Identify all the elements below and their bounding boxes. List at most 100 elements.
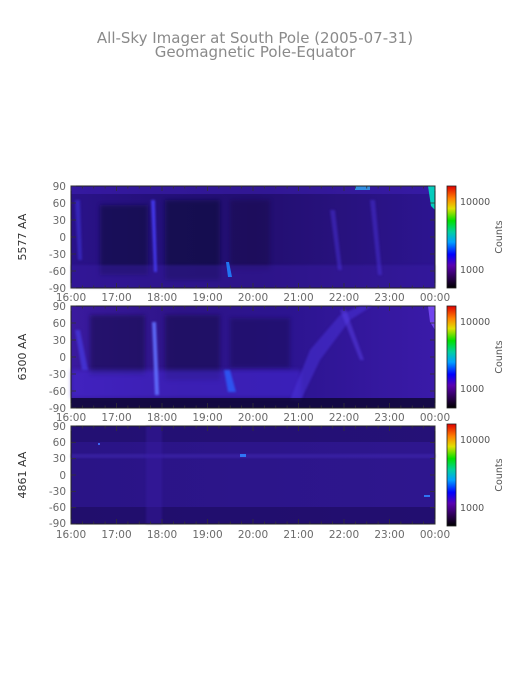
x-tick-label: 20:00: [238, 292, 268, 304]
x-tick-label: 20:00: [238, 412, 268, 424]
colorbar-tick-label: 10000: [460, 317, 490, 328]
arc-1930: [224, 370, 236, 392]
dark-patch: [100, 205, 148, 275]
streak: [75, 200, 82, 260]
arc-2100: [290, 306, 372, 402]
x-tick-label: 17:00: [101, 412, 131, 424]
y-tick-label: 60: [53, 198, 66, 210]
chart-title: All-Sky Imager at South Pole (2005-07-31…: [97, 29, 413, 47]
panel-5577: 90 60 30 0 -30 -60 -90 5577 AA 16:00 17:…: [16, 181, 505, 304]
x-tick-label: 00:00: [420, 529, 450, 541]
x-axis: 16:00 17:00 18:00 19:00 20:00 21:00 22:0…: [56, 292, 450, 304]
y-tick-label: -90: [49, 403, 66, 415]
y-tick-label: 0: [59, 352, 66, 364]
y-tick-label: 60: [53, 437, 66, 449]
vertical-band: [146, 426, 162, 524]
x-tick-label: 16:00: [56, 412, 86, 424]
x-tick-label: 19:00: [192, 292, 222, 304]
edge-spot: [428, 306, 435, 330]
colorbar-label: Counts: [494, 458, 505, 491]
y-tick-label: 30: [53, 335, 66, 347]
x-tick-label: 18:00: [147, 529, 177, 541]
colorbar-tick-label: 1000: [460, 265, 484, 276]
colorbar-gradient: [446, 305, 457, 409]
x-tick-label: 20:00: [238, 529, 268, 541]
y-tick-label: -90: [49, 518, 66, 530]
y-tick-label: -30: [49, 249, 66, 261]
x-tick-label: 17:00: [101, 529, 131, 541]
y-axis-label: 5577 AA: [16, 213, 29, 260]
y-tick-label: 90: [53, 301, 66, 313]
colorbar-label: Counts: [494, 340, 505, 373]
colorbar-gradient: [446, 185, 457, 289]
x-tick-label: 23:00: [374, 412, 404, 424]
arc-1745: [151, 200, 157, 272]
axis-ticks: [70, 185, 436, 525]
streak: [330, 210, 342, 270]
x-tick-label: 22:00: [329, 412, 359, 424]
x-tick-label: 23:00: [374, 529, 404, 541]
spot-1945: [240, 454, 246, 457]
x-tick-label: 21:00: [283, 529, 313, 541]
x-tick-label: 23:00: [374, 292, 404, 304]
colorbar-tick-label: 1000: [460, 384, 484, 395]
dark-patch: [90, 315, 145, 375]
x-tick-label: 19:00: [192, 412, 222, 424]
arc-2355: [428, 186, 435, 210]
y-axis: 90 60 30 0 -30 -60 -90: [49, 181, 66, 295]
low-lat-band: [71, 370, 301, 398]
y-tick-label: -90: [49, 283, 66, 295]
y-tick-label: 30: [53, 215, 66, 227]
arc-1750: [152, 322, 159, 395]
colorbar-tick-label: 1000: [460, 503, 484, 514]
x-tick-label: 16:00: [56, 292, 86, 304]
x-tick-label: 21:00: [283, 412, 313, 424]
colorbar-label: Counts: [494, 220, 505, 253]
dark-patch: [165, 315, 220, 380]
y-axis-label: 6300 AA: [16, 333, 29, 380]
chart-subtitle: Geomagnetic Pole-Equator: [155, 43, 356, 61]
y-tick-label: -60: [49, 502, 66, 514]
colorbar: 10000 1000 Counts: [446, 423, 505, 527]
x-axis: 16:00 17:00 18:00 19:00 20:00 21:00 22:0…: [56, 412, 450, 424]
x-tick-label: 18:00: [147, 292, 177, 304]
streak: [75, 330, 88, 370]
y-tick-label: -60: [49, 386, 66, 398]
x-tick-label: 22:00: [329, 292, 359, 304]
spot-2350: [424, 495, 430, 497]
dark-patch: [230, 318, 290, 368]
y-tick-label: 60: [53, 318, 66, 330]
top-spot: [355, 186, 370, 190]
x-tick-label: 17:00: [101, 292, 131, 304]
y-tick-label: -30: [49, 486, 66, 498]
x-axis: 16:00 17:00 18:00 19:00 20:00 21:00 22:0…: [56, 529, 450, 541]
colorbar-tick-label: 10000: [460, 435, 490, 446]
colorbar: 10000 1000 Counts: [446, 185, 505, 289]
streak: [370, 200, 382, 275]
y-tick-label: 0: [59, 470, 66, 482]
x-tick-label: 16:00: [56, 529, 86, 541]
dark-patch: [230, 200, 270, 270]
lat-35-band: [71, 454, 435, 458]
x-tick-label: 21:00: [283, 292, 313, 304]
y-axis: 90 60 30 0 -30 -60 -90: [49, 301, 66, 415]
colorbar-tick-label: 10000: [460, 197, 490, 208]
y-axis: 90 60 30 0 -30 -60 -90: [49, 421, 66, 530]
colorbar-gradient: [446, 423, 457, 527]
x-tick-label: 22:00: [329, 529, 359, 541]
x-tick-label: 18:00: [147, 412, 177, 424]
y-tick-label: 30: [53, 453, 66, 465]
y-tick-label: 90: [53, 181, 66, 193]
x-tick-label: 00:00: [420, 292, 450, 304]
colorbar: 10000 1000 Counts: [446, 305, 505, 409]
x-tick-label: 00:00: [420, 412, 450, 424]
y-tick-label: 90: [53, 421, 66, 433]
y-axis-label: 4861 AA: [16, 451, 29, 498]
arc-1930: [226, 262, 232, 277]
y-tick-label: -30: [49, 369, 66, 381]
streak: [340, 310, 364, 360]
y-tick-label: -60: [49, 266, 66, 278]
panel-4861: 90 60 30 0 -30 -60 -90 4861 AA 16:00 17:…: [16, 421, 505, 541]
bottom-band: [71, 265, 435, 288]
